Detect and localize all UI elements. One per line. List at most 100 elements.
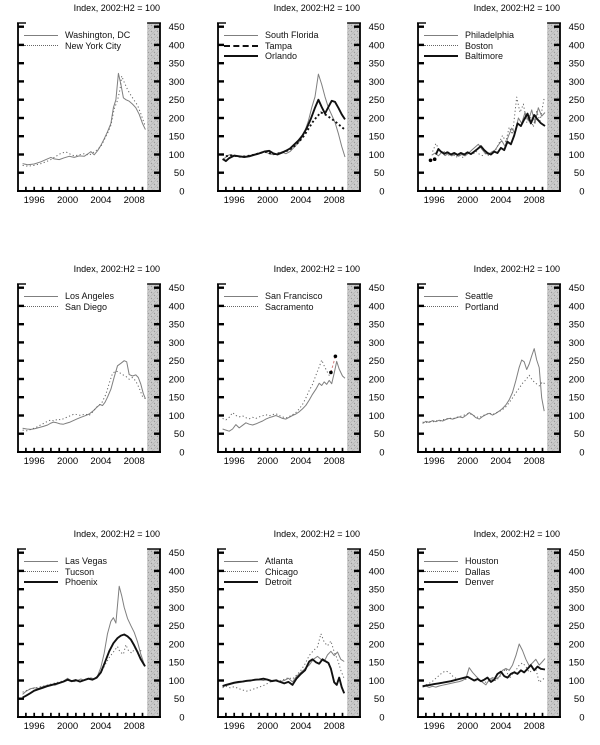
- chart-lasvegas-tucson-phoenix: 0 50 100 150 200 250 300 350 400 450 1996 2000 2004 2…: [0, 526, 200, 740]
- svg-text:1996: 1996: [224, 456, 245, 467]
- forecast-band: [147, 23, 160, 191]
- series-chicago: [222, 633, 345, 692]
- chart-legend: Las Vegas Tucson Phoenix: [24, 556, 107, 588]
- legend-item: South Florida: [224, 30, 319, 41]
- svg-text:0: 0: [179, 186, 184, 197]
- legend-line-sample: [24, 45, 58, 47]
- series-baltimore: [435, 112, 546, 156]
- series-south-florida: [222, 73, 346, 161]
- chart-title: Index, 2002:H2 = 100: [73, 529, 160, 539]
- forecast-band: [547, 549, 560, 717]
- forecast-band: [347, 549, 360, 717]
- svg-text:2004: 2004: [290, 456, 311, 467]
- svg-text:100: 100: [169, 676, 185, 687]
- svg-text:250: 250: [569, 356, 585, 367]
- legend-line-sample: [224, 560, 258, 562]
- legend-label: San Diego: [65, 301, 108, 312]
- svg-text:400: 400: [369, 40, 385, 51]
- svg-text:450: 450: [569, 548, 585, 559]
- svg-text:300: 300: [369, 603, 385, 614]
- svg-text:450: 450: [369, 548, 385, 559]
- legend-line-sample: [24, 295, 58, 297]
- legend-item: Washington, DC: [24, 30, 130, 41]
- chart-plot: 0 50 100 150 200 250 300 350 400 450 1996 2000 2004 2…: [17, 548, 185, 732]
- svg-text:50: 50: [174, 168, 185, 179]
- legend-item: Los Angeles: [24, 291, 114, 302]
- x-axis-labels: 1996 2000 2004 2008: [424, 721, 545, 732]
- svg-text:200: 200: [369, 374, 385, 385]
- svg-text:250: 250: [169, 95, 185, 106]
- svg-text:100: 100: [169, 411, 185, 422]
- svg-text:2004: 2004: [290, 195, 311, 206]
- svg-text:300: 300: [169, 338, 185, 349]
- axes: [17, 22, 161, 192]
- legend-line-sample: [224, 571, 258, 573]
- svg-text:0: 0: [179, 712, 184, 723]
- chart-title: Index, 2002:H2 = 100: [473, 3, 560, 13]
- x-axis-labels: 1996 2000 2004 2008: [24, 456, 145, 467]
- legend-line-sample: [224, 581, 258, 584]
- legend-item: Houston: [424, 556, 499, 567]
- legend-line-sample: [224, 295, 258, 297]
- legend-line-sample: [224, 306, 258, 308]
- svg-text:350: 350: [369, 585, 385, 596]
- chart-south-florida-tampa-orlando: 0 50 100 150 200 250 300 350 400 450 1996 2000 2004 2…: [200, 0, 400, 214]
- y-axis-labels: 0 50 100 150 200 250 300 350 400 450: [569, 548, 585, 723]
- legend-label: New York City: [65, 40, 122, 51]
- legend-label: Detroit: [265, 577, 292, 588]
- legend-item: Atlanta: [224, 556, 298, 567]
- legend-item: Dallas: [424, 567, 499, 578]
- svg-text:2000: 2000: [257, 456, 278, 467]
- svg-text:300: 300: [569, 603, 585, 614]
- legend-line-sample: [24, 306, 58, 308]
- svg-text:100: 100: [569, 411, 585, 422]
- svg-text:350: 350: [369, 59, 385, 70]
- legend-item: Las Vegas: [24, 556, 107, 567]
- legend-line-sample: [224, 34, 258, 36]
- y-axis-labels: 0 50 100 150 200 250 300 350 400 450: [169, 548, 185, 723]
- x-axis-labels: 1996 2000 2004 2008: [24, 195, 145, 206]
- legend-item: Baltimore: [424, 51, 514, 62]
- x-axis-labels: 1996 2000 2004 2008: [24, 721, 145, 732]
- axes: [17, 548, 161, 718]
- y-axis-labels: 0 50 100 150 200 250 300 350 400 450: [569, 283, 585, 458]
- legend-label: Dallas: [465, 566, 491, 577]
- svg-text:450: 450: [369, 22, 385, 33]
- svg-text:50: 50: [574, 168, 585, 179]
- chart-legend: Los Angeles San Diego: [24, 291, 114, 312]
- svg-text:150: 150: [169, 393, 185, 404]
- legend-label: Portland: [465, 301, 499, 312]
- svg-text:350: 350: [169, 59, 185, 70]
- svg-text:2000: 2000: [57, 456, 78, 467]
- svg-text:2008: 2008: [124, 195, 145, 206]
- svg-text:2008: 2008: [524, 721, 545, 732]
- svg-text:350: 350: [569, 59, 585, 70]
- svg-text:450: 450: [169, 283, 185, 294]
- series-seattle: [422, 348, 545, 424]
- legend-item: Chicago: [224, 567, 298, 578]
- svg-text:200: 200: [569, 113, 585, 124]
- legend-line-sample: [224, 55, 258, 58]
- series-washington-dc: [22, 72, 146, 166]
- svg-text:450: 450: [569, 22, 585, 33]
- chart-seattle-portland: 0 50 100 150 200 250 300 350 400 450 1996 2000 2004 2…: [400, 261, 600, 475]
- svg-text:250: 250: [169, 356, 185, 367]
- marker-dot: [432, 157, 437, 161]
- svg-text:0: 0: [579, 447, 584, 458]
- svg-text:0: 0: [379, 186, 384, 197]
- forecast-band: [347, 23, 360, 191]
- svg-text:150: 150: [369, 132, 385, 143]
- svg-text:2004: 2004: [90, 456, 111, 467]
- legend-label: Houston: [465, 556, 499, 567]
- svg-text:400: 400: [369, 566, 385, 577]
- forecast-band: [147, 284, 160, 452]
- svg-text:100: 100: [569, 150, 585, 161]
- series-sacramento: [222, 359, 331, 421]
- legend-line-sample: [24, 581, 58, 584]
- chart-philadelphia-boston-baltimore: 0 50 100 150 200 250 300 350 400 450 1996 2000 2004 2…: [400, 0, 600, 214]
- svg-text:50: 50: [574, 694, 585, 705]
- svg-text:50: 50: [374, 168, 385, 179]
- svg-text:2008: 2008: [324, 456, 345, 467]
- svg-text:400: 400: [369, 301, 385, 312]
- chart-legend: Atlanta Chicago Detroit: [224, 556, 298, 588]
